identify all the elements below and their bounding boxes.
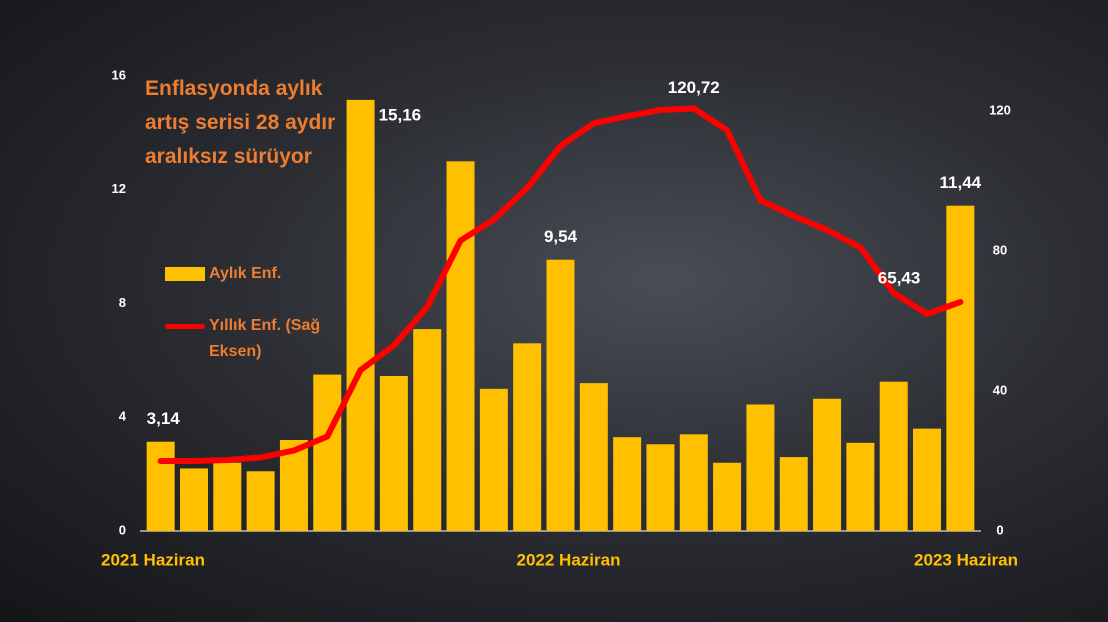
bar <box>513 343 542 531</box>
y-tick-label: 12 <box>112 181 126 196</box>
legend-label: Aylık Enf. <box>209 265 282 282</box>
legend-label: Yıllık Enf. (Sağ Eksen) <box>209 317 321 360</box>
y-tick-label: 0 <box>119 522 126 537</box>
line <box>157 105 964 464</box>
bar <box>179 468 208 531</box>
y2-tick-label: 120 <box>989 102 1011 117</box>
bar <box>446 161 475 531</box>
y-tick-label: 16 <box>112 67 126 82</box>
value-label: 3,14 <box>147 409 181 428</box>
bar <box>746 404 775 531</box>
bar <box>346 99 375 531</box>
bar <box>879 381 908 531</box>
legend-item: Aylık Enf. <box>165 261 281 287</box>
y2-tick-label: 0 <box>996 522 1003 537</box>
bar <box>313 374 342 531</box>
value-label: 11,44 <box>940 173 982 192</box>
bar <box>146 441 175 531</box>
legend-swatch <box>165 267 205 281</box>
bar <box>779 457 808 531</box>
bar <box>846 442 875 531</box>
bar <box>213 462 242 531</box>
bar <box>713 462 742 531</box>
x-tick-label: 2021 Haziran <box>101 550 205 569</box>
bar <box>813 398 842 531</box>
value-label: 9,54 <box>544 227 578 246</box>
bar <box>479 388 508 531</box>
y-tick-label: 4 <box>119 409 127 424</box>
y2-tick-label: 40 <box>993 382 1007 397</box>
y2-tick-label: 80 <box>993 242 1007 257</box>
bar <box>379 376 408 531</box>
bar <box>946 205 975 532</box>
value-label: 120,72 <box>668 78 720 97</box>
bar <box>413 329 442 531</box>
legend-swatch <box>165 324 205 329</box>
bar <box>246 471 275 531</box>
value-label: 65,43 <box>878 268 921 287</box>
value-label: 15,16 <box>379 105 422 124</box>
y-tick-label: 8 <box>119 295 126 310</box>
bar <box>679 434 708 531</box>
chart-title: Enflasyonda aylık artış serisi 28 aydır … <box>145 77 336 168</box>
bar <box>579 383 608 531</box>
bar <box>613 437 642 531</box>
x-tick-label: 2022 Haziran <box>517 550 621 569</box>
bar <box>913 428 942 531</box>
bar <box>646 444 675 531</box>
legend-item: Yıllık Enf. (Sağ Eksen) <box>165 313 355 365</box>
x-tick-label: 2023 Haziran <box>914 550 1018 569</box>
bar <box>546 259 575 531</box>
